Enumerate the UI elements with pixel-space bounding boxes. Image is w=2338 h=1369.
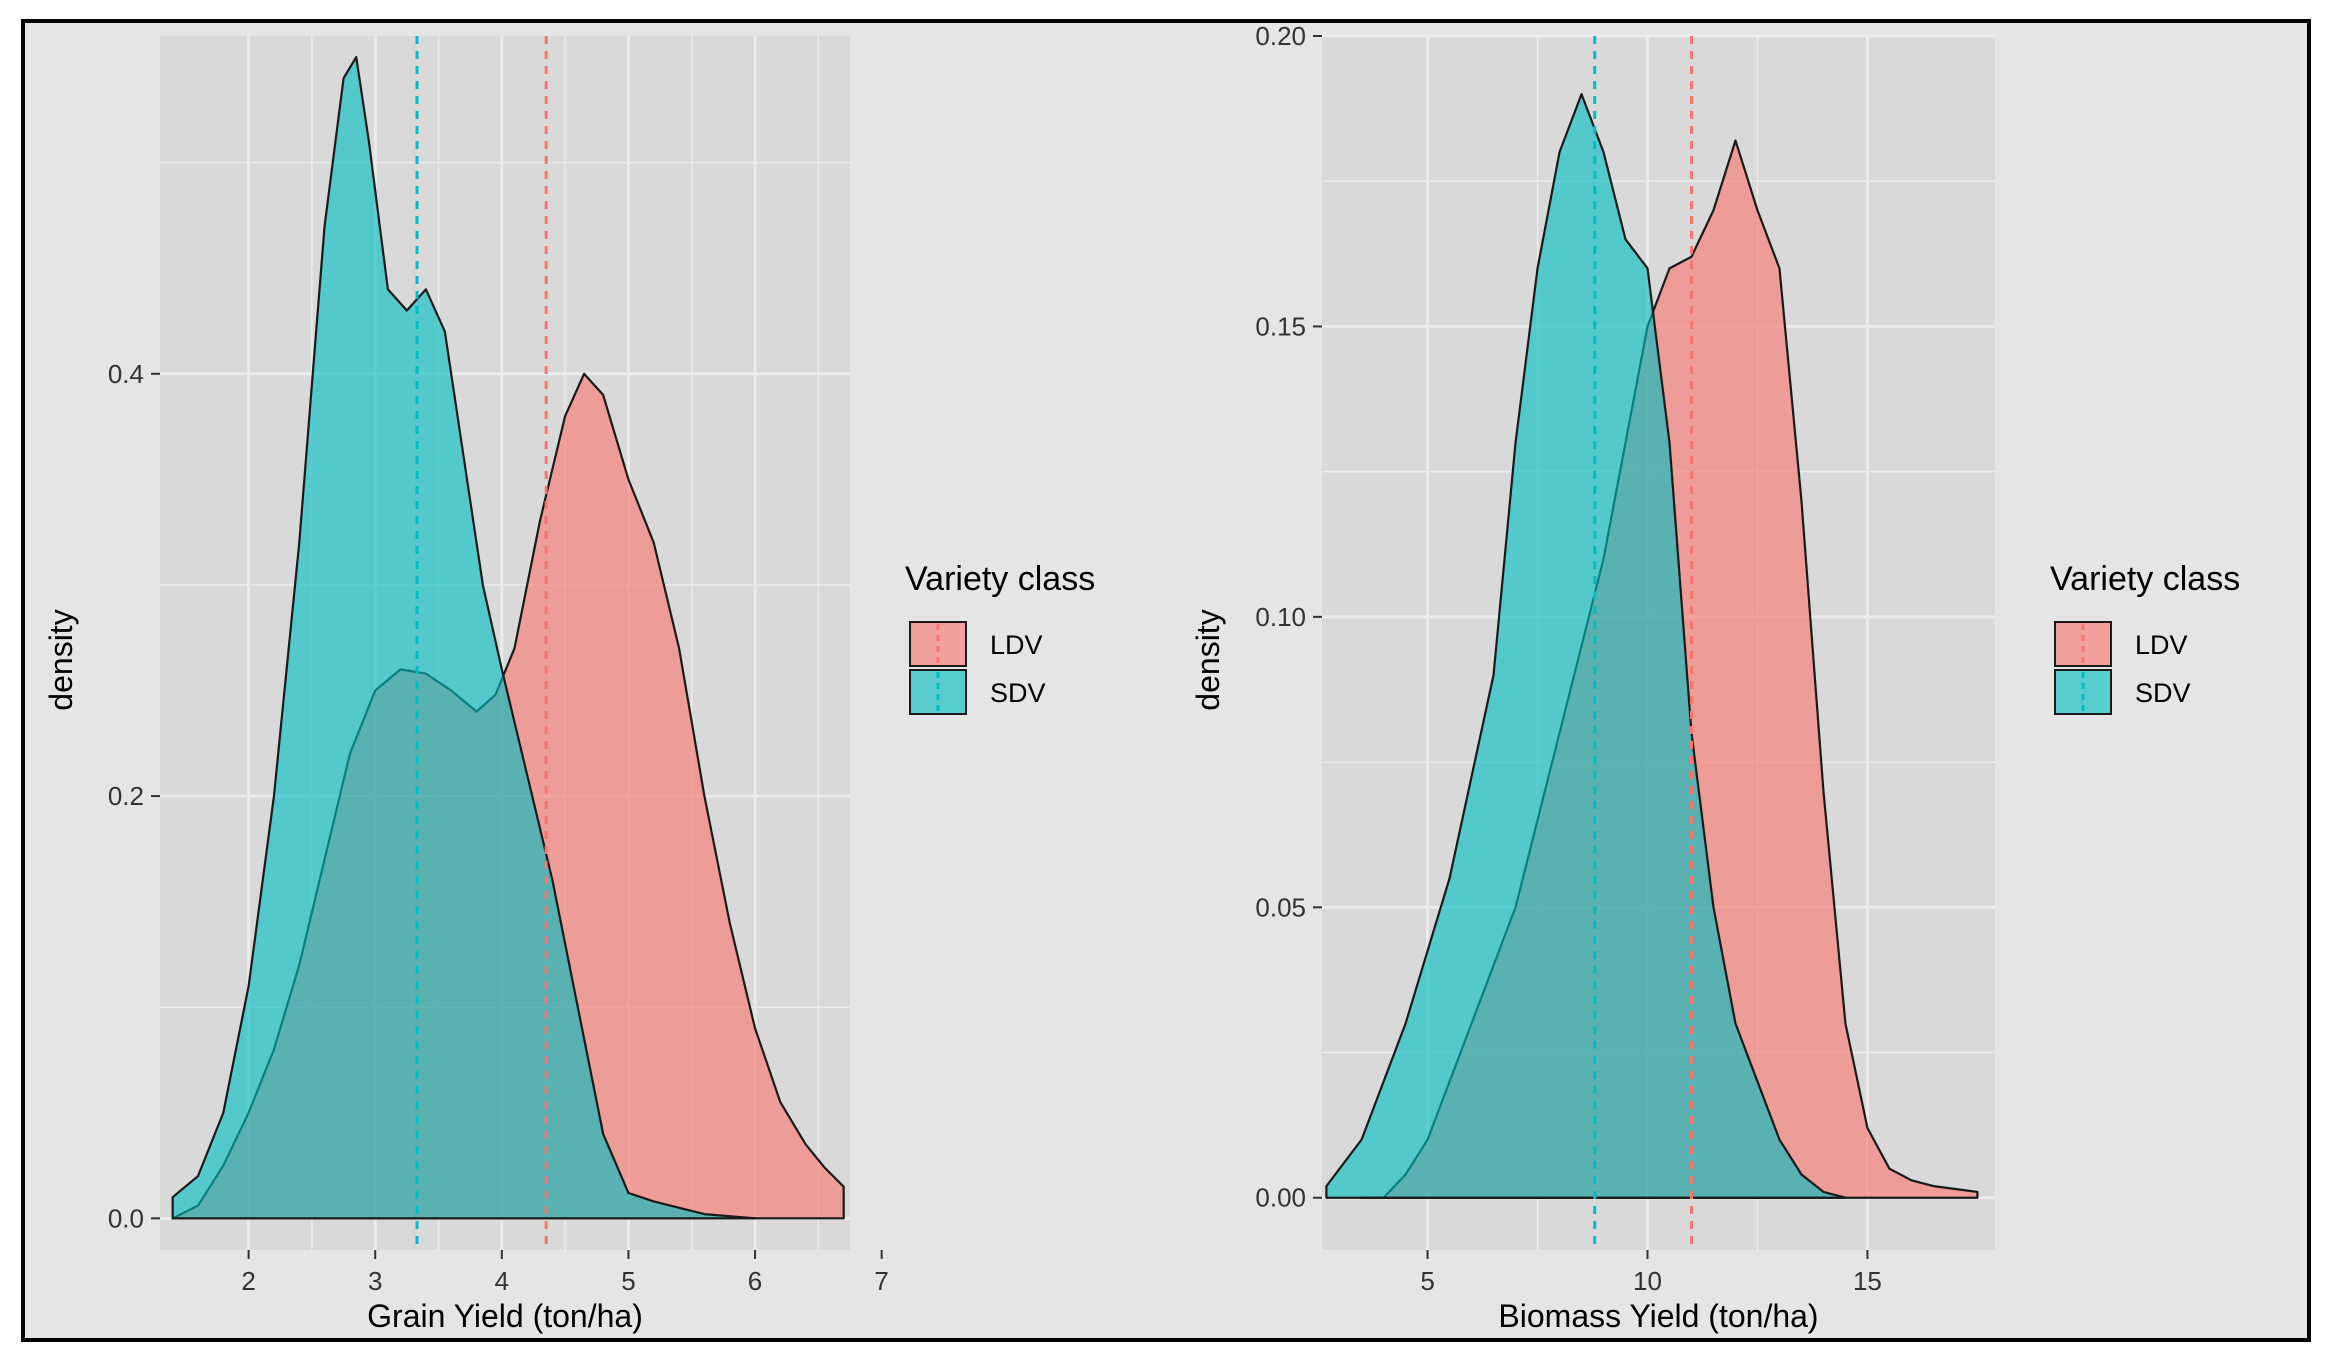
density-area-sdv	[171, 56, 757, 1220]
legend-label-ldv: LDV	[990, 630, 1043, 660]
legend: Variety class LDV SDV	[905, 560, 1095, 715]
x-tick-label: 3	[368, 1266, 382, 1296]
x-tick-label: 6	[748, 1266, 762, 1296]
legend-title: Variety class	[905, 560, 1095, 598]
legend-label-ldv: LDV	[2135, 630, 2188, 660]
y-tick-label: 0.20	[1255, 21, 1306, 51]
y-tick-label: 0.2	[108, 781, 144, 811]
x-tick-label: 5	[1420, 1266, 1434, 1296]
x-tick-label: 5	[621, 1266, 635, 1296]
chart-panel-1: 2 3 4 5 6 7 0.0 0.2 0.4 Grain Yield (ton/ha) densi…	[43, 36, 1095, 1334]
legend-label-sdv: SDV	[2135, 678, 2191, 708]
x-axis-title: Grain Yield (ton/ha)	[367, 1298, 643, 1334]
y-axis-title: density	[43, 609, 79, 710]
y-tick-label: 0.00	[1255, 1183, 1306, 1213]
y-tick-label: 0.0	[108, 1203, 144, 1233]
y-axis-title: density	[1190, 609, 1226, 710]
chart-panel-2: 5 10 15 0.00 0.05 0.10 0.15 0.20 Biomass Yield (…	[1190, 21, 2240, 1334]
y-tick-label: 0.4	[108, 359, 144, 389]
density-area-sdv	[1325, 92, 1847, 1199]
legend-title: Variety class	[2050, 560, 2240, 598]
y-tick-label: 0.15	[1255, 311, 1306, 341]
legend-label-sdv: SDV	[990, 678, 1046, 708]
y-tick-label: 0.05	[1255, 892, 1306, 922]
x-tick-label: 15	[1853, 1266, 1882, 1296]
x-axis-title: Biomass Yield (ton/ha)	[1498, 1298, 1818, 1334]
y-tick-label: 0.10	[1255, 602, 1306, 632]
legend: Variety class LDV SDV	[2050, 560, 2240, 715]
x-tick-label: 10	[1633, 1266, 1662, 1296]
x-tick-label: 7	[874, 1266, 888, 1296]
x-tick-label: 2	[241, 1266, 255, 1296]
x-tick-label: 4	[495, 1266, 509, 1296]
